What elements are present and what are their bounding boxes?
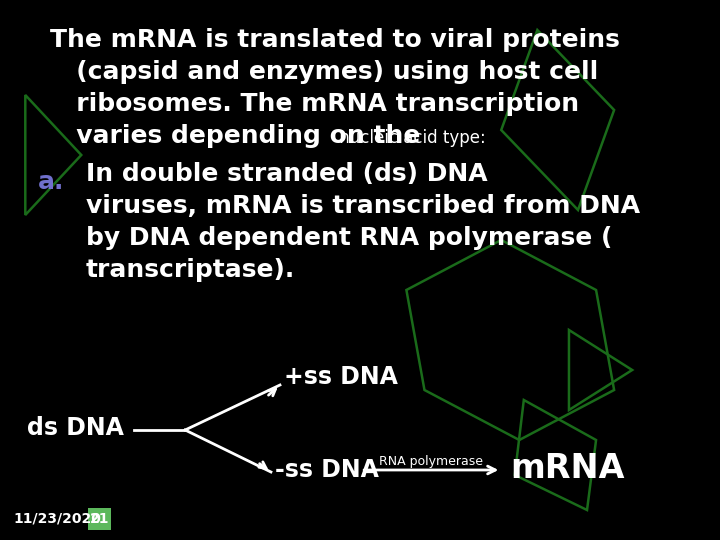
Text: by DNA dependent RNA polymerase (: by DNA dependent RNA polymerase (	[86, 226, 612, 250]
Text: RNA polymerase: RNA polymerase	[379, 455, 483, 468]
Text: varies depending on the: varies depending on the	[50, 124, 420, 148]
Text: -ss DNA: -ss DNA	[276, 458, 379, 482]
Text: (capsid and enzymes) using host cell: (capsid and enzymes) using host cell	[50, 60, 598, 84]
Text: nucleic acid type:: nucleic acid type:	[334, 129, 486, 147]
Text: viruses, mRNA is transcribed from DNA: viruses, mRNA is transcribed from DNA	[86, 194, 640, 218]
Text: ds DNA: ds DNA	[27, 416, 124, 440]
Text: +ss DNA: +ss DNA	[284, 365, 398, 389]
Text: ribosomes. The mRNA transcription: ribosomes. The mRNA transcription	[50, 92, 579, 116]
Text: a.: a.	[38, 170, 64, 194]
Text: 21: 21	[89, 512, 109, 526]
Text: In double stranded (ds) DNA: In double stranded (ds) DNA	[86, 162, 487, 186]
Text: mRNA: mRNA	[510, 451, 625, 484]
Text: The mRNA is translated to viral proteins: The mRNA is translated to viral proteins	[50, 28, 619, 52]
Bar	[88, 508, 111, 530]
Text: transcriptase).: transcriptase).	[86, 258, 295, 282]
Text: 11/23/2020: 11/23/2020	[14, 512, 102, 526]
